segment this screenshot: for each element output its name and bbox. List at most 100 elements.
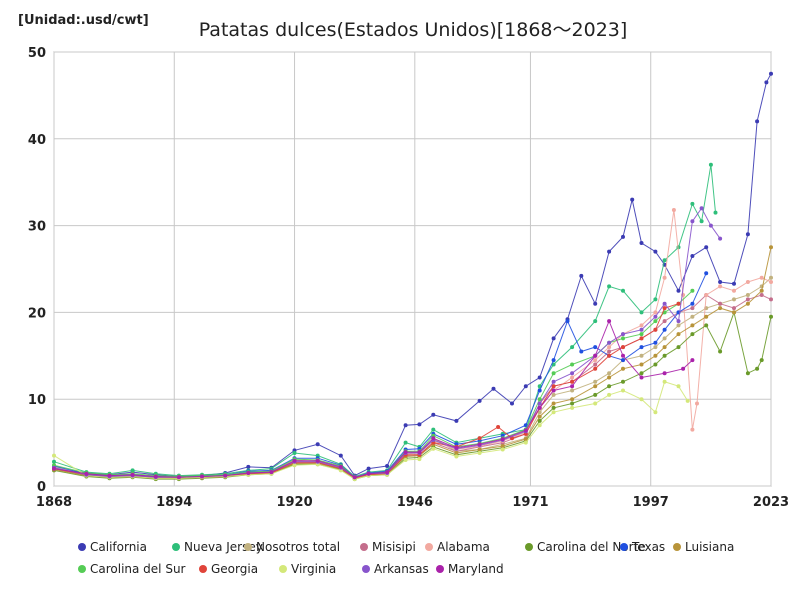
- data-point: [607, 371, 612, 376]
- data-point: [607, 353, 612, 358]
- data-point: [84, 471, 89, 476]
- data-point: [653, 327, 658, 332]
- data-point: [764, 80, 769, 85]
- data-point: [593, 379, 598, 384]
- legend-item[interactable]: Luisiana: [673, 540, 734, 554]
- data-point: [676, 301, 681, 306]
- plot-frame: [53, 51, 772, 487]
- data-point: [593, 384, 598, 389]
- legend-item[interactable]: Carolina del Norte: [525, 540, 646, 554]
- data-point: [685, 398, 690, 403]
- data-point: [708, 223, 713, 228]
- legend-label: Luisiana: [685, 540, 734, 554]
- series-layer: [52, 71, 773, 482]
- data-point: [246, 471, 251, 475]
- unit-label: [Unidad:.usd/cwt]: [18, 13, 149, 28]
- data-point: [704, 271, 709, 276]
- legend-label: Alabama: [437, 540, 490, 554]
- data-point: [352, 475, 357, 480]
- data-point: [593, 366, 598, 371]
- data-point: [662, 353, 667, 358]
- data-point: [690, 427, 695, 432]
- data-point: [639, 353, 644, 358]
- data-point: [718, 349, 723, 354]
- data-point: [431, 427, 436, 432]
- legend-item[interactable]: Virginia: [279, 562, 336, 576]
- data-point: [537, 397, 542, 402]
- data-point: [708, 162, 713, 167]
- data-point: [745, 297, 750, 302]
- data-point: [570, 375, 575, 380]
- data-point: [662, 345, 667, 350]
- data-point: [431, 436, 436, 441]
- data-point: [565, 319, 570, 324]
- data-point: [662, 371, 667, 376]
- data-point: [759, 288, 764, 293]
- data-point: [769, 314, 773, 319]
- data-point: [690, 288, 695, 293]
- series-nueva-jersey: [52, 162, 718, 479]
- legend-item[interactable]: Carolina del Sur: [78, 562, 186, 576]
- data-point: [621, 366, 625, 371]
- legend-label: California: [90, 540, 147, 554]
- data-point: [570, 379, 575, 384]
- data-point: [732, 288, 736, 293]
- data-point: [551, 379, 556, 384]
- data-point: [695, 401, 699, 406]
- legend-item[interactable]: Nosotros total: [244, 540, 340, 554]
- legend-item[interactable]: Georgia: [199, 562, 258, 576]
- x-tick-label: 1971: [512, 495, 548, 510]
- data-point: [662, 327, 667, 332]
- legend-swatch: [436, 565, 444, 573]
- legend-item[interactable]: Misisipi: [360, 540, 416, 554]
- legend-item[interactable]: Maryland: [436, 562, 504, 576]
- data-point: [454, 418, 459, 423]
- data-point: [500, 437, 505, 442]
- data-point: [570, 384, 575, 389]
- legend-label: Maryland: [448, 562, 504, 576]
- legend-label: Carolina del Sur: [90, 562, 186, 576]
- legend-swatch: [78, 543, 86, 551]
- data-point: [537, 388, 542, 393]
- data-point: [662, 336, 667, 341]
- data-point: [570, 345, 575, 350]
- series-texas: [52, 271, 709, 480]
- data-point: [431, 412, 436, 417]
- data-point: [537, 405, 542, 410]
- data-point: [315, 458, 320, 463]
- data-point: [593, 358, 598, 363]
- data-point: [454, 445, 459, 450]
- legend-item[interactable]: Alabama: [425, 540, 490, 554]
- data-point: [477, 447, 482, 452]
- grid: [53, 51, 772, 487]
- data-point: [699, 219, 704, 224]
- data-point: [403, 458, 408, 462]
- data-point: [500, 444, 505, 449]
- data-point: [130, 468, 135, 473]
- data-point: [621, 234, 625, 239]
- data-point: [755, 366, 760, 371]
- data-point: [607, 349, 612, 354]
- data-point: [579, 273, 584, 278]
- x-tick-label: 1894: [156, 495, 192, 510]
- legend-item[interactable]: Nueva Jersey: [172, 540, 263, 554]
- data-point: [107, 473, 112, 478]
- legend-item[interactable]: Arkansas: [362, 562, 429, 576]
- data-point: [690, 306, 695, 311]
- data-point: [454, 454, 459, 459]
- data-point: [496, 425, 501, 429]
- data-point: [732, 281, 736, 286]
- data-point: [292, 463, 297, 468]
- data-point: [593, 362, 598, 367]
- data-point: [570, 388, 575, 393]
- legend-item[interactable]: Texas: [620, 540, 665, 554]
- series-line: [53, 73, 772, 478]
- data-point: [523, 440, 528, 445]
- legend-item[interactable]: California: [78, 540, 147, 554]
- data-point: [690, 332, 695, 337]
- data-point: [52, 453, 56, 458]
- data-point: [690, 254, 695, 258]
- data-point: [130, 472, 135, 477]
